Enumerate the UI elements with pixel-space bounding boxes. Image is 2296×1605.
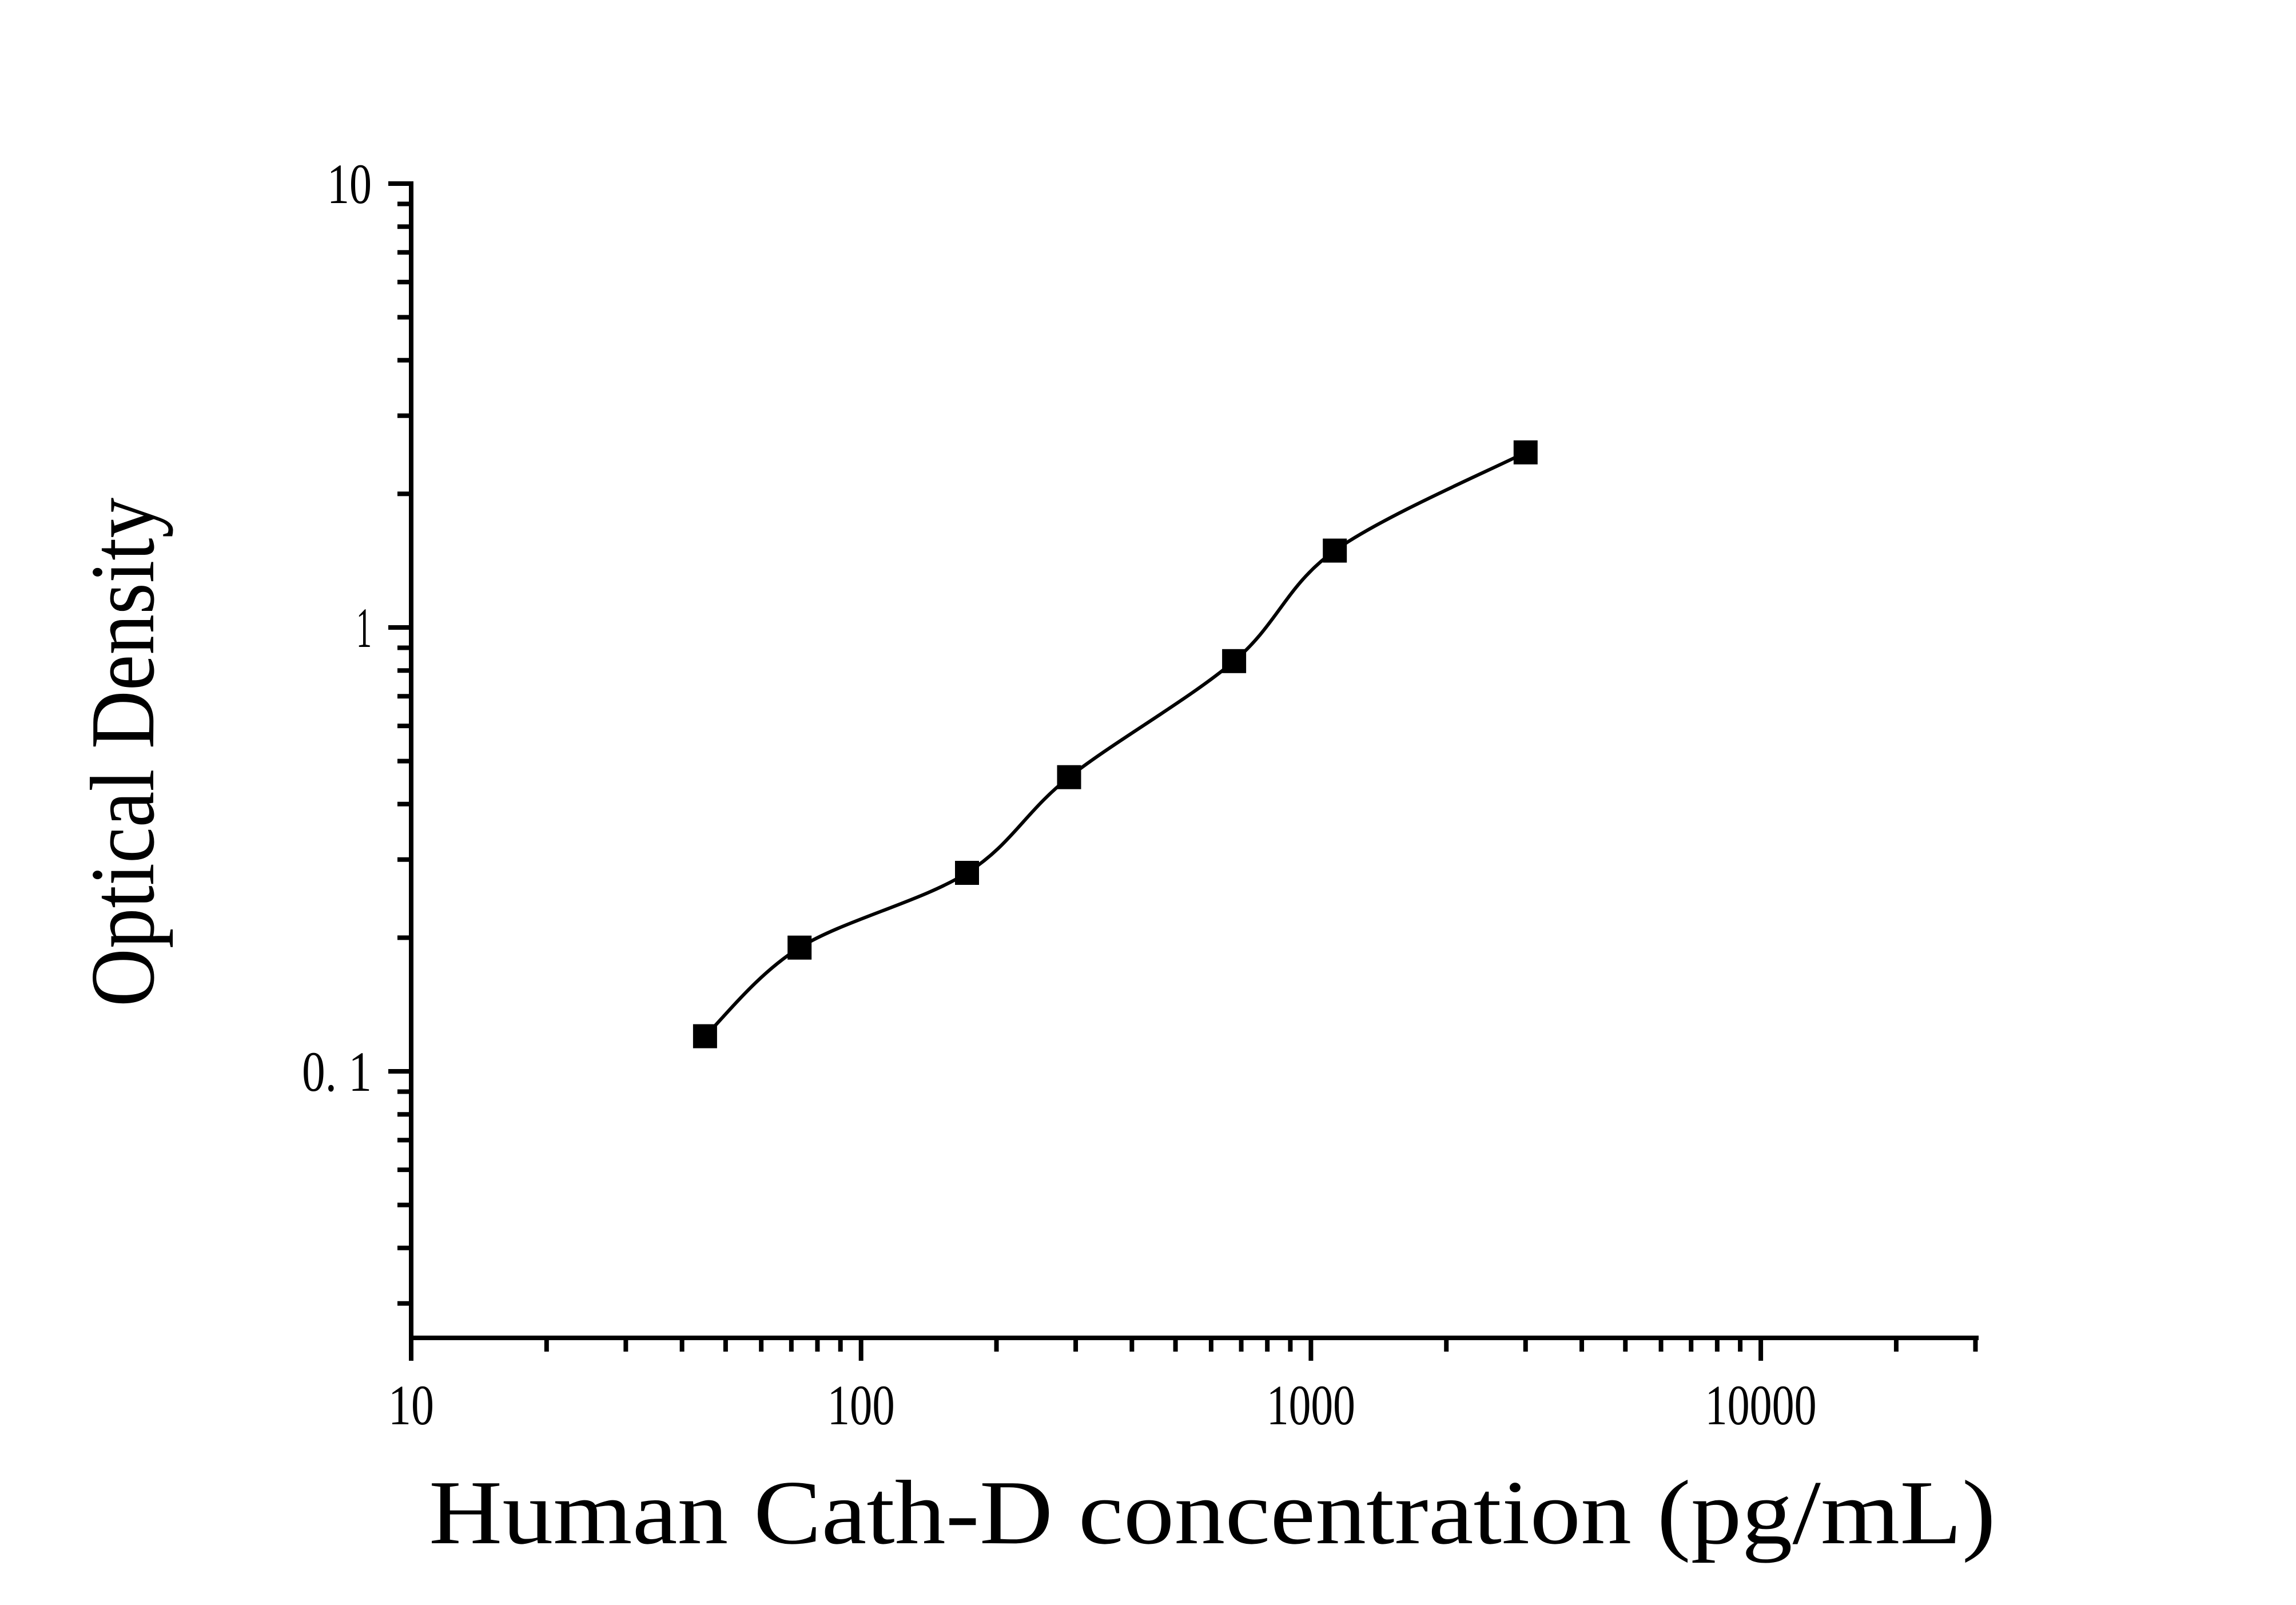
data-point-square: [1222, 649, 1247, 673]
x-tick-label: 10000: [1705, 1373, 1817, 1437]
data-point-square: [693, 1024, 717, 1048]
data-point-square: [787, 935, 812, 960]
axes-group: 10 100 1000 10000 10 1 0. 1: [302, 152, 1979, 1437]
x-tick-label: 100: [827, 1373, 895, 1437]
data-point-square: [1323, 538, 1347, 563]
data-point-square: [1513, 440, 1538, 464]
data-point-square: [1057, 765, 1081, 789]
data-point-square: [955, 861, 979, 885]
y-tick-label: 1: [356, 596, 372, 660]
y-axis-title: Optical Density: [71, 498, 173, 1007]
x-tick-label: 1000: [1267, 1373, 1355, 1437]
x-tick-label: 10: [388, 1373, 434, 1437]
series-group: [693, 440, 1538, 1048]
fitted-curve: [703, 451, 1527, 1038]
y-tick-label: 10: [327, 152, 372, 216]
x-axis-title: Human Cath-D concentration (pg/mL): [429, 1461, 1996, 1563]
y-tick-label: 0. 1: [302, 1040, 372, 1103]
